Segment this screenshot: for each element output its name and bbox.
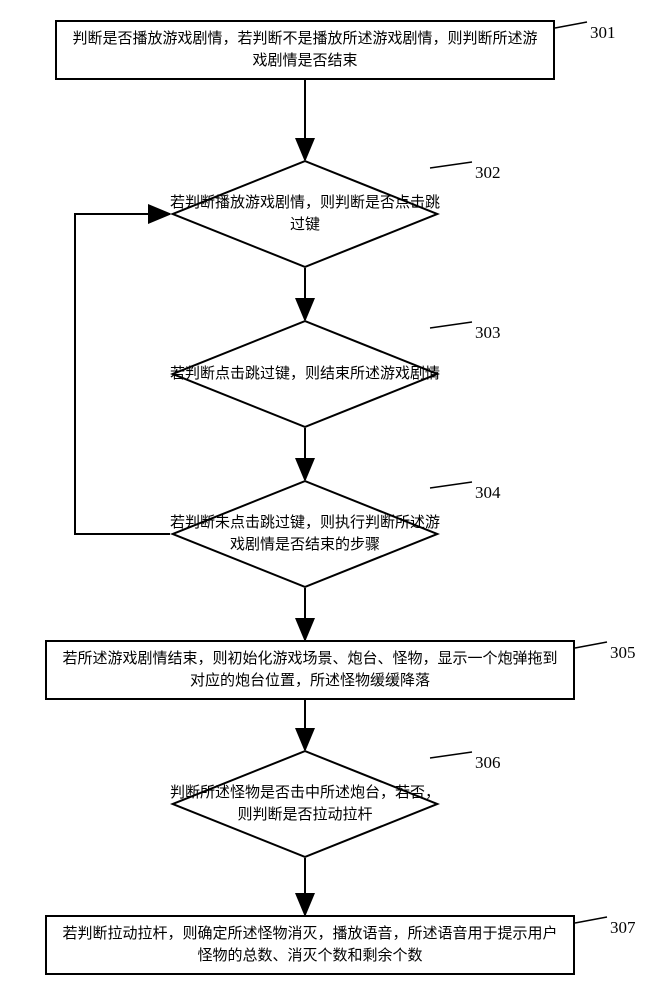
step-label-307: 307 (610, 918, 636, 938)
flow-node-text-n303: 若判断点击跳过键，则结束所述游戏剧情 (170, 320, 440, 428)
step-label-301: 301 (590, 23, 616, 43)
flow-node-n305: 若所述游戏剧情结束，则初始化游戏场景、炮台、怪物，显示一个炮弹拖到对应的炮台位置… (45, 640, 575, 700)
flow-node-n307: 若判断拉动拉杆，则确定所述怪物消灭，播放语音，所述语音用于提示用户怪物的总数、消… (45, 915, 575, 975)
flow-node-n303: 若判断点击跳过键，则结束所述游戏剧情 (170, 320, 440, 428)
flow-node-text-n302: 若判断播放游戏剧情，则判断是否点击跳过键 (170, 160, 440, 268)
step-label-305: 305 (610, 643, 636, 663)
flow-node-n302: 若判断播放游戏剧情，则判断是否点击跳过键 (170, 160, 440, 268)
step-label-303: 303 (475, 323, 501, 343)
flow-node-text-n306: 判断所述怪物是否击中所述炮台，若否，则判断是否拉动拉杆 (170, 750, 440, 858)
step-label-302: 302 (475, 163, 501, 183)
flowchart-container: 判断是否播放游戏剧情，若判断不是播放所述游戏剧情，则判断所述游戏剧情是否结束 30… (20, 20, 646, 980)
edge-n304-n302 (75, 214, 170, 534)
flow-node-n306: 判断所述怪物是否击中所述炮台，若否，则判断是否拉动拉杆 (170, 750, 440, 858)
step-label-304: 304 (475, 483, 501, 503)
flow-node-n304: 若判断未点击跳过键，则执行判断所述游戏剧情是否结束的步骤 (170, 480, 440, 588)
flow-node-n301: 判断是否播放游戏剧情，若判断不是播放所述游戏剧情，则判断所述游戏剧情是否结束 (55, 20, 555, 80)
step-label-306: 306 (475, 753, 501, 773)
flow-node-text-n304: 若判断未点击跳过键，则执行判断所述游戏剧情是否结束的步骤 (170, 480, 440, 588)
